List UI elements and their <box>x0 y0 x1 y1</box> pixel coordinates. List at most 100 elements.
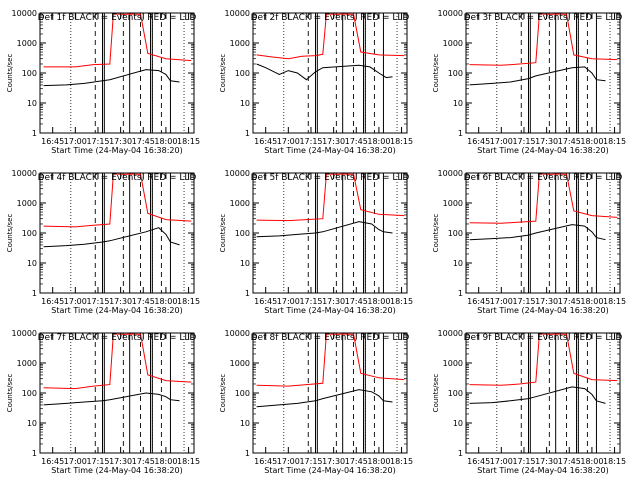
events-series-line <box>43 69 180 87</box>
y-tick-label: 10000 <box>438 169 463 178</box>
panel-title: Det 5f BLACK = Events, RED = LLD <box>251 173 410 183</box>
x-tick-label: 18:15 <box>603 297 626 306</box>
y-tick-label: 1000 <box>17 359 37 368</box>
y-tick-label: 100 <box>235 389 250 398</box>
x-tick-label: 17:00 <box>490 297 513 306</box>
x-tick-label: 17:30 <box>109 297 132 306</box>
x-tick-label: 17:00 <box>490 457 513 466</box>
y-tick-label: 1000 <box>17 199 37 208</box>
x-axis-label: Start Time (24-May-04 16:38:20) <box>51 466 182 475</box>
y-tick-label: 10 <box>240 99 250 108</box>
detector-panel-1: 1 10 100 1000 10000 16:45 17:00 17:15 17:30 17:45… <box>6 9 200 155</box>
detector-panel-8: 1 10 100 1000 10000 16:45 17:00 17:15 17:30 17:45… <box>219 329 413 475</box>
x-tick-label: 17:45 <box>345 137 368 146</box>
x-tick-label: 18:15 <box>177 457 200 466</box>
y-tick-label: 10000 <box>225 9 250 18</box>
y-axis-label: Counts/sec <box>432 214 440 253</box>
x-tick-label: 17:45 <box>132 457 155 466</box>
y-tick-label: 1 <box>32 129 37 138</box>
events-series-line <box>43 227 180 248</box>
panel-title: Det 7f BLACK = Events, RED = LLD <box>38 333 197 343</box>
x-axis-label: Start Time (24-May-04 16:38:20) <box>477 146 608 155</box>
x-tick-label: 18:00 <box>580 297 603 306</box>
x-tick-label: 18:15 <box>603 457 626 466</box>
y-tick-label: 10000 <box>12 9 37 18</box>
x-tick-label: 18:00 <box>580 137 603 146</box>
y-tick-label: 1 <box>458 289 463 298</box>
x-tick-label: 17:15 <box>512 457 535 466</box>
x-tick-label: 17:45 <box>132 137 155 146</box>
lld-series-line <box>256 333 405 387</box>
x-tick-label: 17:45 <box>345 457 368 466</box>
y-tick-label: 1000 <box>17 39 37 48</box>
x-tick-label: 17:30 <box>109 137 132 146</box>
panel-title: Det 3f BLACK = Events, RED = LLD <box>464 13 623 23</box>
x-tick-label: 17:45 <box>558 137 581 146</box>
detector-panel-7: 1 10 100 1000 10000 16:45 17:00 17:15 17:30 17:45… <box>6 329 200 475</box>
y-tick-label: 1000 <box>443 39 463 48</box>
x-tick-label: 18:00 <box>154 457 177 466</box>
x-tick-label: 16:45 <box>41 297 64 306</box>
x-tick-label: 17:00 <box>490 137 513 146</box>
y-tick-label: 10 <box>240 419 250 428</box>
x-tick-label: 17:15 <box>86 457 109 466</box>
x-axis-label: Start Time (24-May-04 16:38:20) <box>51 306 182 315</box>
y-axis-label: Counts/sec <box>432 374 440 413</box>
x-tick-label: 16:45 <box>467 137 490 146</box>
x-axis-label: Start Time (24-May-04 16:38:20) <box>477 306 608 315</box>
events-series-line <box>469 66 606 86</box>
detector-panel-4: 1 10 100 1000 10000 16:45 17:00 17:15 17:30 17:45… <box>6 169 200 315</box>
y-tick-label: 10000 <box>438 9 463 18</box>
y-tick-label: 10000 <box>225 169 250 178</box>
y-tick-label: 100 <box>448 69 463 78</box>
y-tick-label: 1000 <box>230 39 250 48</box>
y-tick-label: 10000 <box>12 169 37 178</box>
x-tick-label: 17:30 <box>322 137 345 146</box>
y-tick-label: 1 <box>458 449 463 458</box>
x-tick-label: 18:00 <box>367 137 390 146</box>
y-axis-label: Counts/sec <box>6 214 14 253</box>
x-tick-label: 17:30 <box>535 297 558 306</box>
y-tick-label: 1 <box>458 129 463 138</box>
detector-panel-5: 1 10 100 1000 10000 16:45 17:00 17:15 17:30 17:45… <box>219 169 413 315</box>
x-tick-label: 17:15 <box>299 457 322 466</box>
x-tick-label: 18:15 <box>177 137 200 146</box>
y-tick-label: 1000 <box>443 199 463 208</box>
detector-panel-3: 1 10 100 1000 10000 16:45 17:00 17:15 17:30 17:45… <box>432 9 626 155</box>
x-tick-label: 17:15 <box>86 297 109 306</box>
events-series-line <box>469 224 606 241</box>
x-tick-label: 17:30 <box>322 457 345 466</box>
x-tick-label: 16:45 <box>254 297 277 306</box>
events-series-line <box>256 389 393 408</box>
events-series-line <box>43 392 180 406</box>
y-tick-label: 100 <box>448 389 463 398</box>
x-axis-label: Start Time (24-May-04 16:38:20) <box>264 146 395 155</box>
y-tick-label: 1 <box>245 449 250 458</box>
events-series-line <box>256 63 393 81</box>
detector-panel-6: 1 10 100 1000 10000 16:45 17:00 17:15 17:30 17:45… <box>432 169 626 315</box>
lld-series-line <box>43 13 192 68</box>
y-tick-label: 1 <box>32 289 37 298</box>
y-tick-label: 10 <box>240 259 250 268</box>
y-tick-label: 10000 <box>438 329 463 338</box>
y-axis-label: Counts/sec <box>219 54 227 93</box>
y-axis-label: Counts/sec <box>6 54 14 93</box>
x-tick-label: 17:45 <box>132 297 155 306</box>
x-tick-label: 17:45 <box>345 297 368 306</box>
x-tick-label: 16:45 <box>467 297 490 306</box>
x-tick-label: 17:00 <box>277 297 300 306</box>
y-axis-label: Counts/sec <box>6 374 14 413</box>
y-tick-label: 100 <box>448 229 463 238</box>
lld-series-line <box>256 173 405 222</box>
y-tick-label: 1000 <box>230 359 250 368</box>
y-axis-label: Counts/sec <box>432 54 440 93</box>
y-tick-label: 100 <box>235 229 250 238</box>
x-tick-label: 18:00 <box>367 297 390 306</box>
lld-series-line <box>256 13 405 60</box>
panel-title: Det 4f BLACK = Events, RED = LLD <box>38 173 197 183</box>
panel-title: Det 8f BLACK = Events, RED = LLD <box>251 333 410 343</box>
x-tick-label: 17:30 <box>109 457 132 466</box>
x-tick-label: 17:30 <box>322 297 345 306</box>
x-tick-label: 16:45 <box>254 137 277 146</box>
